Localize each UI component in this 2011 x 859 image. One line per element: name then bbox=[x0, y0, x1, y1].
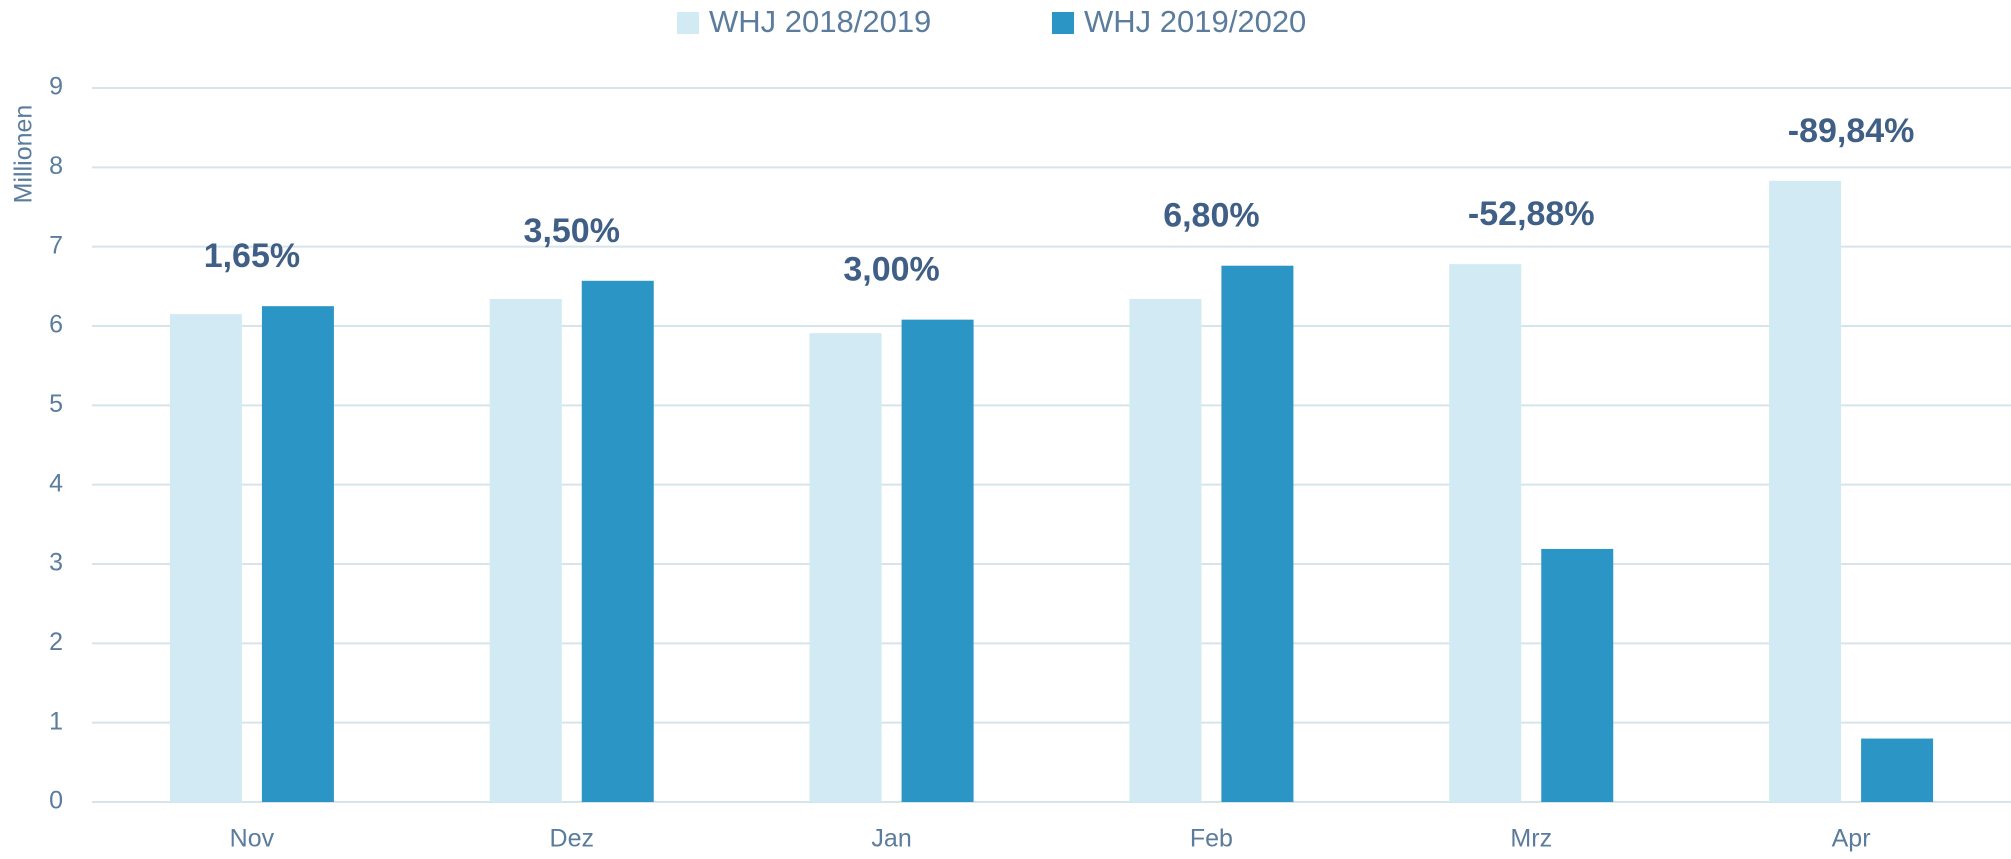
y-tick-label: 9 bbox=[49, 73, 63, 101]
annotation: 3,50% bbox=[524, 212, 620, 250]
x-tick-label: Mrz bbox=[1510, 825, 1552, 853]
y-tick-label: 6 bbox=[49, 311, 63, 339]
bar bbox=[1861, 738, 1934, 802]
legend-label: WHJ 2019/2020 bbox=[1084, 4, 1306, 39]
x-tick-label: Apr bbox=[1832, 825, 1871, 853]
y-tick-label: 3 bbox=[49, 549, 63, 577]
bar bbox=[809, 333, 882, 802]
legend-swatch bbox=[1052, 12, 1074, 34]
y-tick-label: 8 bbox=[49, 152, 63, 180]
y-tick-label: 1 bbox=[49, 707, 63, 735]
bar bbox=[1541, 548, 1614, 802]
bar bbox=[169, 314, 242, 802]
y-tick-label: 5 bbox=[49, 390, 63, 418]
x-tick-label: Nov bbox=[230, 825, 275, 853]
bar bbox=[489, 299, 562, 802]
legend-label: WHJ 2018/2019 bbox=[709, 4, 931, 39]
bar bbox=[1129, 299, 1202, 802]
bar bbox=[901, 319, 974, 802]
y-tick-label: 4 bbox=[49, 469, 63, 497]
bar bbox=[1769, 180, 1842, 802]
bar bbox=[581, 280, 654, 802]
x-tick-label: Jan bbox=[871, 825, 911, 853]
y-tick-label: 0 bbox=[49, 787, 63, 815]
bar bbox=[1221, 265, 1294, 802]
y-tick-label: 2 bbox=[49, 628, 63, 656]
bar bbox=[1449, 264, 1522, 802]
annotation: 6,80% bbox=[1163, 197, 1259, 235]
annotation: -52,88% bbox=[1468, 195, 1595, 233]
bar bbox=[261, 306, 334, 802]
annotation: -89,84% bbox=[1788, 112, 1915, 150]
x-tick-label: Dez bbox=[550, 825, 594, 853]
x-tick-label: Feb bbox=[1190, 825, 1233, 853]
annotation: 1,65% bbox=[204, 237, 300, 275]
y-axis-label: Millionen bbox=[10, 105, 38, 204]
y-tick-label: 7 bbox=[49, 231, 63, 259]
legend-swatch bbox=[677, 12, 699, 34]
annotation: 3,00% bbox=[843, 251, 939, 289]
